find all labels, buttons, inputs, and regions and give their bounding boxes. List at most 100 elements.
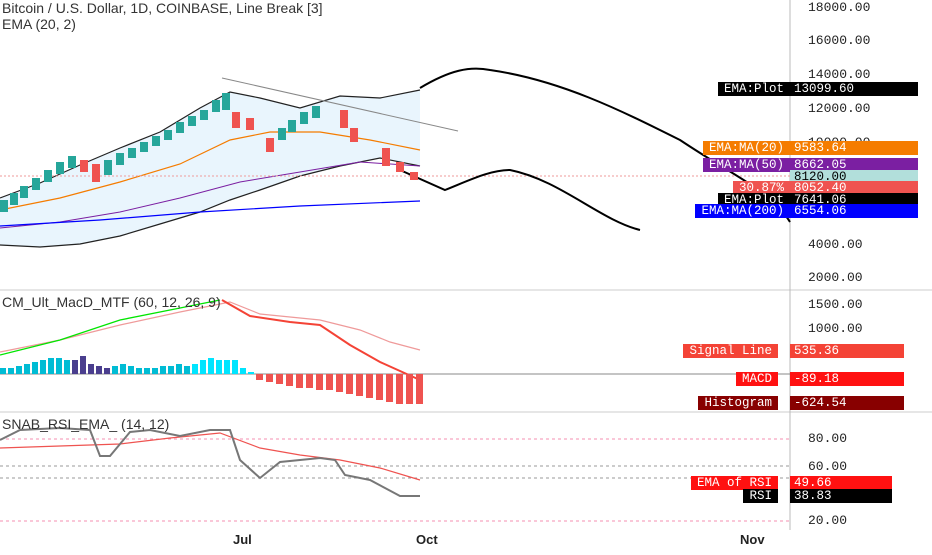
macd-histogram-bar xyxy=(208,358,214,374)
macd-line-up xyxy=(0,299,221,356)
projection-line-lower[interactable] xyxy=(399,168,641,231)
macd-histogram-bar xyxy=(256,374,263,380)
line-break-brick xyxy=(44,170,52,182)
value-tag: Histogram -624.54 xyxy=(630,396,904,410)
macd-histogram-bar xyxy=(0,368,6,374)
macd-histogram-bar xyxy=(336,374,343,392)
price-axis-label: 4000.00 xyxy=(808,237,863,252)
macd-histogram-bar xyxy=(176,364,182,374)
macd-histogram-bar xyxy=(48,358,54,374)
chart-title: Bitcoin / U.S. Dollar, 1D, COINBASE, Lin… xyxy=(2,0,323,16)
macd-histogram-bar xyxy=(160,366,166,374)
macd-histogram-bar xyxy=(286,374,293,386)
macd-histogram-bar xyxy=(24,364,30,374)
macd-histogram-bar xyxy=(316,374,323,390)
value-tag-value: 38.83 xyxy=(790,489,892,503)
macd-histogram-bar xyxy=(192,364,198,374)
macd-histogram-bar xyxy=(80,356,86,374)
macd-histogram-bar xyxy=(276,374,283,384)
macd-title: CM_Ult_MacD_MTF (60, 12, 26, 9) xyxy=(2,294,221,310)
macd-histogram-bar xyxy=(168,366,174,374)
rsi-line xyxy=(0,426,420,497)
line-break-brick xyxy=(410,172,418,180)
line-break-brick xyxy=(104,160,112,175)
rsi-axis-label: 20.00 xyxy=(808,513,848,528)
line-break-brick xyxy=(68,156,76,168)
macd-histogram-bar xyxy=(32,362,38,374)
value-tag: EMA:MA(20) 9583.64 xyxy=(590,141,918,155)
value-tag-value: 49.66 xyxy=(790,476,892,490)
line-break-brick xyxy=(164,130,172,140)
value-tag-value: -89.18 xyxy=(790,372,904,386)
macd-histogram-bar xyxy=(120,364,126,374)
line-break-brick xyxy=(222,93,230,110)
value-tag-value: 7641.06 xyxy=(790,193,918,207)
time-label-nov: Nov xyxy=(740,532,765,547)
line-break-brick xyxy=(152,136,160,146)
value-tag-name: RSI xyxy=(743,489,778,503)
line-break-brick xyxy=(340,110,348,128)
line-break-brick xyxy=(20,186,28,198)
price-axis-label: 14000.00 xyxy=(808,67,871,82)
value-tag-name: MACD xyxy=(735,372,778,386)
macd-histogram-bar xyxy=(396,374,403,404)
macd-histogram-bar xyxy=(248,372,254,374)
macd-histogram-bar xyxy=(346,374,353,394)
time-label-oct: Oct xyxy=(416,532,438,547)
value-tag: EMA:MA(200) 6554.06 xyxy=(590,204,918,218)
macd-histogram-bar xyxy=(40,360,46,374)
macd-histogram-bar xyxy=(64,360,70,374)
macd-histogram-bar xyxy=(232,360,238,374)
value-tag-name: Signal Line xyxy=(683,344,778,358)
price-axis-label: 2000.00 xyxy=(808,270,863,285)
macd-histogram-bar xyxy=(88,364,94,374)
macd-histogram-bar xyxy=(386,374,393,402)
macd-histogram-bar xyxy=(152,368,158,374)
line-break-brick xyxy=(0,200,8,212)
macd-histogram-bar xyxy=(72,360,78,374)
ema-band-fill xyxy=(0,90,420,247)
line-break-brick xyxy=(200,110,208,120)
value-tag: 8120.00 xyxy=(590,170,918,184)
macd-histogram-bar xyxy=(8,368,14,374)
macd-histogram-bar xyxy=(16,366,22,374)
macd-histogram-bar xyxy=(240,368,246,374)
macd-histogram-bar xyxy=(144,368,150,374)
ema-ma200-line xyxy=(0,200,421,227)
value-tag: EMA:Plot 7641.06 xyxy=(590,193,918,207)
value-tag-name: EMA:Plot xyxy=(717,193,790,207)
value-tag-name: EMA:Plot xyxy=(717,82,790,96)
line-break-brick xyxy=(288,120,296,132)
value-tag-value: 6554.06 xyxy=(790,204,918,218)
trend-line[interactable] xyxy=(221,77,459,132)
macd-histogram-bar xyxy=(306,374,313,388)
line-break-brick xyxy=(56,162,64,174)
value-tag: MACD -89.18 xyxy=(630,372,904,386)
time-label-jul: Jul xyxy=(233,532,252,547)
macd-histogram-bar xyxy=(326,374,333,390)
macd-histogram xyxy=(0,356,423,404)
macd-signal-line xyxy=(0,301,421,353)
macd-histogram-bar xyxy=(216,360,222,374)
line-break-brick xyxy=(188,116,196,126)
price-axis-label: 16000.00 xyxy=(808,33,871,48)
rsi-axis-label: 60.00 xyxy=(808,459,848,474)
value-tag: RSI 38.83 xyxy=(630,489,892,503)
price-axis-label: 12000.00 xyxy=(808,101,871,116)
value-tag: EMA of RSI 49.66 xyxy=(630,476,892,490)
ema-ma50-line xyxy=(0,161,421,229)
line-break-brick xyxy=(128,148,136,158)
line-break-brick xyxy=(10,193,18,205)
macd-histogram-bar xyxy=(184,366,190,374)
value-tag-value: 13099.60 xyxy=(790,82,918,96)
rsi-ema-line xyxy=(0,432,421,481)
line-break-bricks[interactable] xyxy=(0,93,418,212)
rsi-axis-label: 80.00 xyxy=(808,431,848,446)
line-break-brick xyxy=(32,178,40,190)
macd-histogram-bar xyxy=(96,366,102,374)
value-tag-name: 30.87% xyxy=(732,181,790,195)
value-tag-name: EMA of RSI xyxy=(690,476,778,490)
line-break-brick xyxy=(266,138,274,152)
